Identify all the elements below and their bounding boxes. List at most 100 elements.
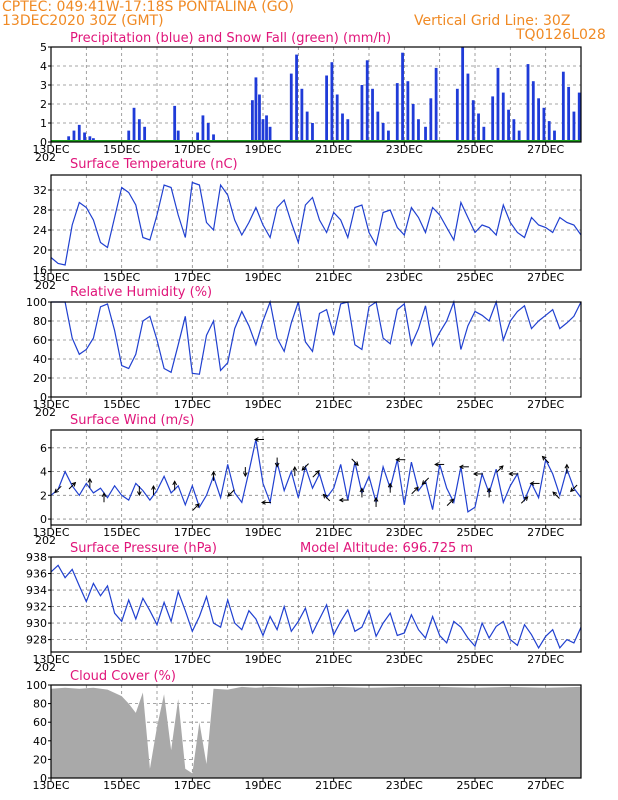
wind-arrow (411, 487, 419, 495)
wind-arrow-head (195, 503, 200, 508)
precip-bar (553, 130, 556, 142)
cloud-x-tick-label: 13DEC (32, 779, 69, 792)
wind-x-tick-label: 25DEC (456, 526, 493, 539)
precip-bar (376, 111, 380, 142)
precip-bar (83, 132, 86, 142)
wind-x-tick-label: 21DEC (315, 526, 352, 539)
cloud-chart-title: Cloud Cover (%) (70, 669, 176, 684)
wind-arrow-head (508, 471, 514, 477)
pres-x-tick-label: 19DEC (244, 653, 281, 666)
wind-arrow-head (373, 496, 379, 502)
wind-arrow (520, 496, 529, 504)
rh-y-tick-label: 40 (33, 353, 47, 366)
rh-x-tick-label: 21DEC (315, 398, 352, 411)
wind-arrow-head (315, 470, 320, 475)
wind-arrow (552, 491, 560, 499)
precip-bar (577, 92, 581, 142)
wind-arrow-head (570, 487, 575, 493)
precip-bar (258, 94, 261, 142)
wind-arrow-head (434, 462, 439, 467)
header-date: 13DEC2020 30Z (GMT) (2, 13, 164, 29)
rh-x-tick-label: 15DEC (103, 398, 140, 411)
cloud-x-tick-label: 21DEC (315, 779, 352, 792)
wind-arrow-head (449, 498, 455, 504)
wind-arrow (301, 463, 309, 471)
rh-x-tick-label: 25DEC (456, 398, 493, 411)
wind-arrow-head (498, 465, 504, 470)
temp-x-tick-label: 27DEC (527, 271, 564, 284)
cloud-cover-area (51, 686, 581, 778)
precip-bar (491, 96, 495, 142)
wind-arrow (570, 484, 578, 492)
wind-arrow-head (458, 464, 464, 470)
precip-chart-title: Precipitation (blue) and Snow Fall (gree… (70, 31, 391, 46)
precip-y-tick-label: 5 (40, 41, 47, 54)
precip-bar (212, 134, 215, 142)
temp-plot-frame (50, 174, 582, 271)
precip-bar (471, 100, 475, 142)
precip-bar (531, 81, 535, 142)
rh-series-line (51, 299, 582, 375)
temp-series-line (50, 181, 582, 266)
pres-x-tick-label: 13DEC (32, 653, 69, 666)
wind-arrow-head (486, 487, 492, 493)
header-grid-line: Vertical Grid Line: 30Z (414, 13, 571, 29)
wind-arrow-head (292, 466, 298, 471)
wind-arrow (227, 489, 235, 497)
precip-bar (196, 132, 200, 142)
precip-bar (251, 100, 254, 142)
rh-x-tick-label: 23DEC (386, 398, 423, 411)
precip-bar (201, 115, 205, 142)
wind-arrow (192, 503, 200, 511)
precip-bar (537, 98, 540, 142)
precip-bar (330, 62, 334, 143)
wind-arrow-head (274, 462, 280, 468)
wind-arrow-head (421, 480, 427, 485)
wind-arrow-head (87, 477, 93, 483)
wind-chart-title: Surface Wind (m/s) (70, 413, 194, 428)
pres-y-tick-label: 930 (26, 617, 47, 630)
precip-bar (434, 67, 438, 142)
precip-x-tick-label: 27DEC (527, 143, 564, 156)
wind-year-label: 202 (35, 534, 56, 547)
precip-bar (346, 119, 350, 142)
wind-arrow-head (529, 481, 535, 486)
precip-bar (360, 85, 364, 142)
precip-bar (387, 130, 390, 142)
wind-y-tick-label: 6 (40, 442, 47, 455)
pres-y-tick-label: 932 (26, 601, 47, 614)
temp-y-tick-label: 28 (33, 204, 47, 217)
header-run-id: TQ0126L028 (516, 27, 606, 43)
wind-x-tick-label: 19DEC (244, 526, 281, 539)
wind-y-tick-label: 0 (40, 513, 47, 526)
pres-y-tick-label: 934 (26, 584, 47, 597)
precip-x-tick-label: 17DEC (174, 143, 211, 156)
wind-arrow-head (172, 480, 178, 486)
precip-bar (305, 111, 309, 142)
wind-arrow (54, 485, 62, 493)
wind-arrow-head (253, 437, 259, 442)
rh-plot-frame (50, 301, 582, 398)
precip-bar (325, 75, 328, 142)
wind-plot-frame (50, 429, 582, 526)
temp-x-tick-label: 21DEC (315, 271, 352, 284)
wind-arrow-head (564, 463, 570, 469)
wind-arrow (312, 470, 320, 478)
precip-bar (381, 123, 385, 142)
wind-arrow (351, 458, 359, 466)
pres-x-tick-label: 15DEC (103, 653, 140, 666)
cloud-y-tick-label: 80 (33, 698, 47, 711)
precip-bar (517, 130, 521, 142)
precip-bar (411, 104, 415, 142)
rh-x-tick-label: 13DEC (32, 398, 69, 411)
wind-arrow-head (472, 471, 478, 477)
pres-x-tick-label: 27DEC (527, 653, 564, 666)
precip-bar (300, 88, 304, 142)
precip-bar (127, 130, 131, 142)
precip-bar (424, 126, 427, 142)
pres-y-tick-label: 928 (26, 634, 47, 647)
wind-series-line (50, 439, 582, 513)
pres-y-tick-label: 938 (26, 551, 47, 564)
precip-bar (417, 119, 420, 142)
